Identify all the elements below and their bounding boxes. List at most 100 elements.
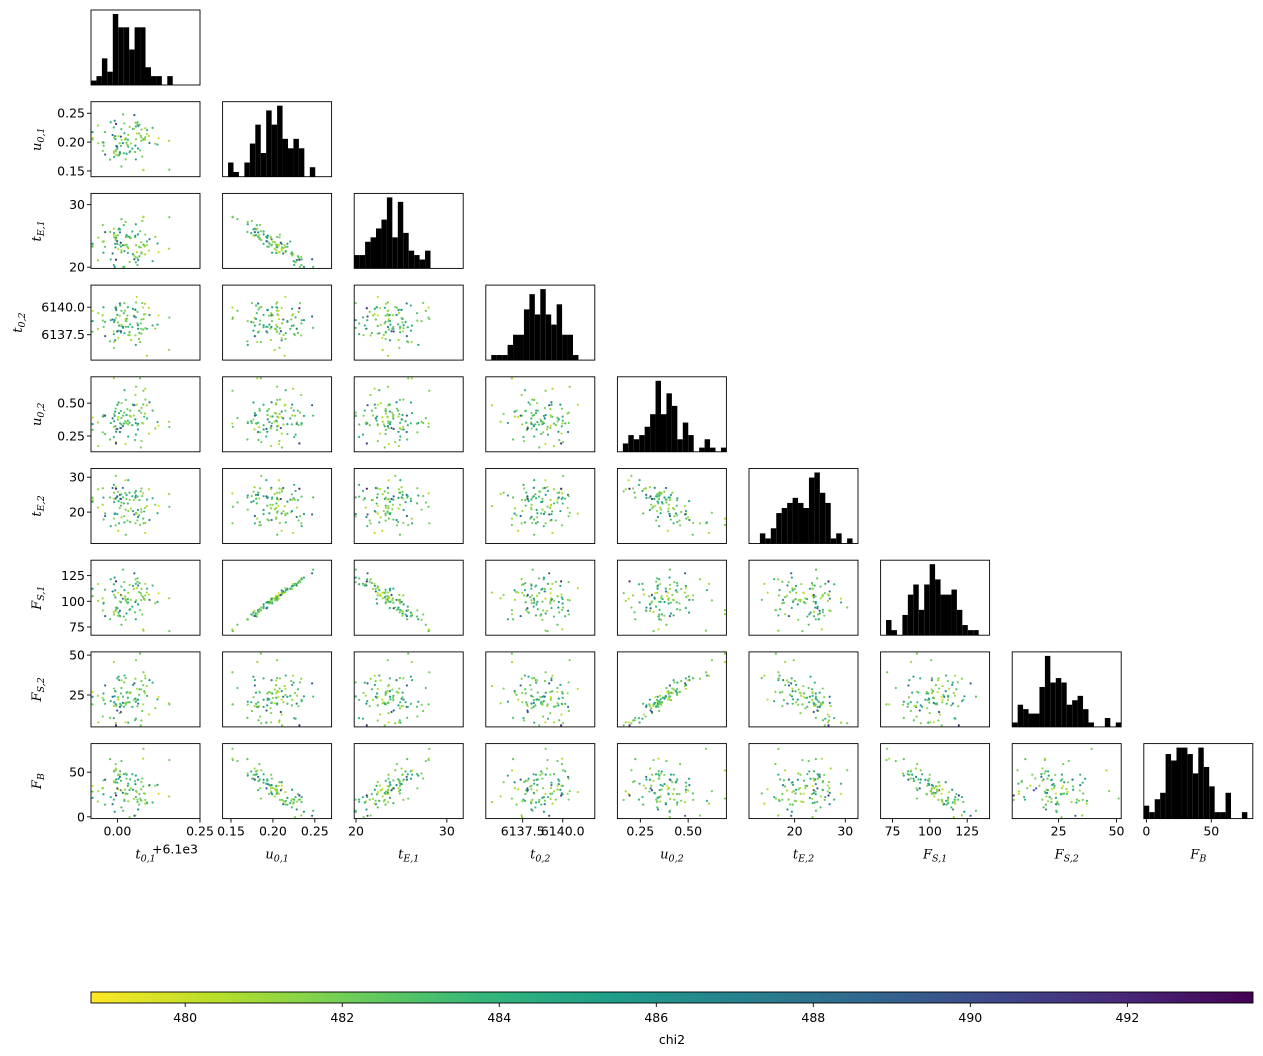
scatter-point [259,377,262,380]
scatter-point [544,493,547,496]
scatter-point [262,603,265,606]
scatter-point [535,801,538,804]
scatter-point [246,494,249,497]
scatter-point [519,778,522,781]
scatter-point [147,488,150,491]
scatter-point [114,524,117,527]
scatter-point [391,696,395,700]
scatter-point [140,487,143,490]
scatter-point [666,529,669,532]
scatter-panel-tE1-vs-u01 [222,192,333,269]
scatter-point [564,422,567,425]
scatter-point [819,585,822,588]
scatter-point [109,496,112,499]
scatter-point [576,790,579,794]
scatter-point [661,696,664,699]
scatter-point [402,330,405,333]
scatter-point [255,502,258,505]
scatter-point [637,798,641,801]
scatter-point [120,789,123,792]
scatter-point [267,690,271,694]
scatter-point [280,488,283,491]
scatter-point [561,628,564,631]
scatter-point [268,698,271,701]
scatter-point [542,810,546,813]
scatter-point [522,435,525,439]
scatter-point [561,492,564,495]
scatter-point [293,691,297,695]
scatter-point [944,781,947,784]
scatter-point [114,608,117,612]
scatter-point [382,509,385,513]
scatter-point [109,319,112,322]
scatter-point [129,787,133,790]
scatter-point [529,596,532,599]
scatter-point [268,242,271,245]
scatter-point [787,581,790,584]
y-tick-label: 125 [61,568,85,583]
scatter-point [295,584,298,587]
scatter-point [794,598,797,601]
scatter-point [277,309,280,312]
scatter-point [370,331,374,335]
scatter-point [250,494,253,498]
scatter-point [415,705,419,708]
scatter-point [119,135,122,138]
colorbar [90,991,1254,1004]
scatter-point [400,496,403,499]
scatter-point [392,495,395,498]
scatter-point [417,774,420,777]
scatter-point [291,587,294,590]
scatter-point [289,694,292,698]
scatter-point [258,237,261,241]
scatter-point [404,500,407,504]
y-tick-label: 20 [69,260,85,275]
scatter-point [417,494,420,497]
scatter-point [278,798,282,801]
scatter-point [370,688,374,691]
scatter-point [111,486,114,490]
scatter-point [270,422,274,425]
scatter-point [275,679,278,682]
histogram-bar [935,579,941,636]
scatter-point [576,512,579,515]
scatter-point [273,702,276,705]
scatter-point [535,428,538,431]
scatter-point [915,715,918,718]
scatter-point [135,403,138,406]
scatter-point [410,660,413,664]
scatter-point [384,514,387,517]
scatter-point [397,507,400,510]
scatter-point [291,403,294,406]
scatter-point [113,136,116,139]
scatter-point [236,686,239,690]
scatter-point [398,533,402,536]
scatter-point [253,231,256,234]
scatter-point [530,694,533,698]
scatter-point [168,425,171,429]
scatter-point [262,233,265,236]
scatter-point [91,330,94,333]
scatter-point [544,747,547,750]
scatter-point [526,497,529,501]
scatter-point [559,403,562,406]
scatter-point [567,581,570,584]
scatter-point [921,773,924,776]
scatter-point [387,442,390,446]
scatter-point [650,707,653,710]
histogram-bar [792,497,799,544]
scatter-point [120,323,123,326]
scatter-point [833,798,836,801]
scatter-point [642,702,645,705]
scatter-point [250,500,253,504]
scatter-point [131,773,134,776]
scatter-point [641,717,644,720]
histogram-bar [1143,805,1150,819]
scatter-point [148,518,151,522]
scatter-point [116,240,119,243]
scatter-point [417,700,420,703]
scatter-point [398,503,402,506]
scatter-point [798,691,801,694]
scatter-point [550,784,553,787]
scatter-point [628,487,631,490]
